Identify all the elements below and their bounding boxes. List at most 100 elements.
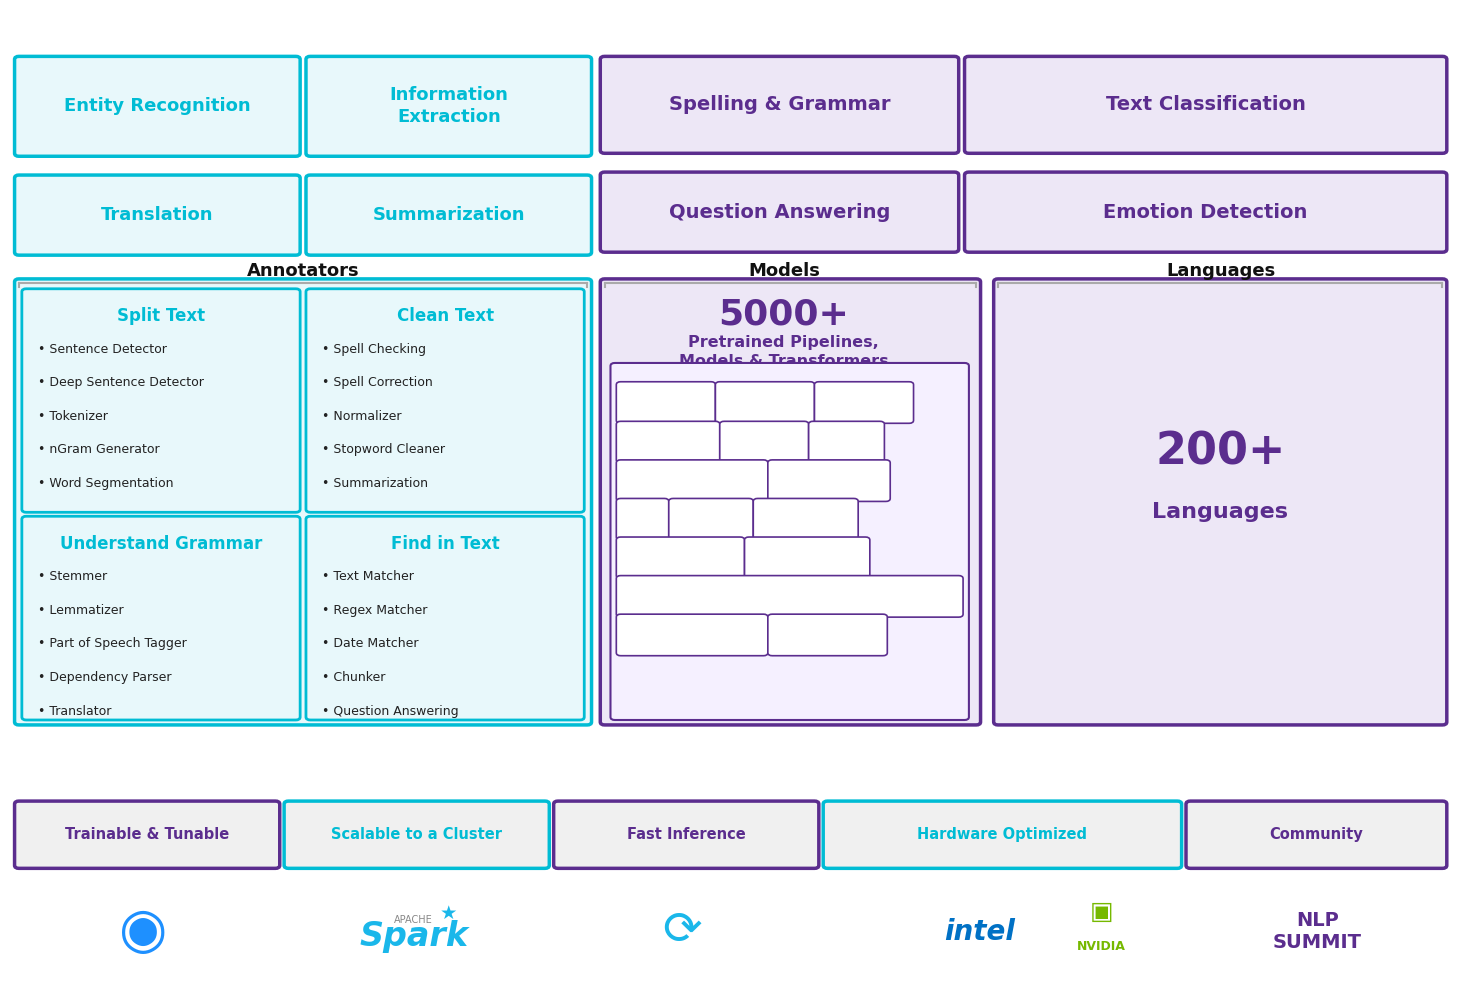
- FancyBboxPatch shape: [15, 175, 300, 255]
- Text: Hardware Optimized: Hardware Optimized: [918, 827, 1087, 843]
- Text: Understand Grammar: Understand Grammar: [60, 535, 262, 553]
- Text: Small BERT: Small BERT: [657, 474, 727, 488]
- Text: ⟳: ⟳: [661, 909, 702, 954]
- FancyBboxPatch shape: [768, 614, 887, 656]
- FancyBboxPatch shape: [753, 498, 858, 540]
- Text: Translation: Translation: [101, 206, 214, 225]
- FancyBboxPatch shape: [768, 460, 890, 501]
- Text: RoBERTa: RoBERTa: [781, 551, 833, 565]
- FancyBboxPatch shape: [994, 279, 1447, 725]
- FancyBboxPatch shape: [600, 172, 959, 252]
- Text: • Text Matcher: • Text Matcher: [322, 570, 414, 584]
- Text: LaBSE: LaBSE: [787, 512, 825, 526]
- FancyBboxPatch shape: [616, 537, 745, 579]
- Text: • Summarization: • Summarization: [322, 477, 428, 491]
- FancyBboxPatch shape: [22, 289, 300, 512]
- FancyBboxPatch shape: [965, 56, 1447, 153]
- Text: Clean Text: Clean Text: [396, 308, 494, 325]
- FancyBboxPatch shape: [715, 382, 814, 423]
- Text: Fast Inference: Fast Inference: [627, 827, 746, 843]
- Text: S-BERT: S-BERT: [670, 628, 714, 642]
- Text: • Word Segmentation: • Word Segmentation: [38, 477, 173, 491]
- Text: DistilBERT: DistilBERT: [648, 551, 712, 565]
- Text: • Question Answering: • Question Answering: [322, 704, 459, 718]
- FancyBboxPatch shape: [616, 498, 669, 540]
- Text: intel: intel: [944, 918, 1014, 945]
- Text: Pretrained Pipelines,
Models & Transformers: Pretrained Pipelines, Models & Transform…: [679, 334, 889, 370]
- Text: • Tokenizer: • Tokenizer: [38, 409, 108, 423]
- FancyBboxPatch shape: [306, 516, 584, 720]
- Text: XLING: XLING: [809, 628, 847, 642]
- Text: Models: Models: [747, 262, 820, 280]
- Text: • Spell Checking: • Spell Checking: [322, 342, 425, 356]
- Text: XLM-RoBERTa: XLM-RoBERTa: [747, 589, 832, 603]
- Text: • Stopword Cleaner: • Stopword Cleaner: [322, 443, 444, 457]
- FancyBboxPatch shape: [809, 421, 884, 463]
- Text: Summarization: Summarization: [373, 206, 525, 225]
- Text: • Translator: • Translator: [38, 704, 111, 718]
- Text: Information
Extraction: Information Extraction: [389, 86, 508, 127]
- Text: • Sentence Detector: • Sentence Detector: [38, 342, 166, 356]
- FancyBboxPatch shape: [616, 460, 768, 501]
- Text: • Chunker: • Chunker: [322, 671, 385, 684]
- FancyBboxPatch shape: [720, 421, 809, 463]
- FancyBboxPatch shape: [600, 279, 981, 725]
- Text: Scalable to a Cluster: Scalable to a Cluster: [331, 827, 503, 843]
- Text: ◉: ◉: [118, 905, 168, 958]
- Text: NMT: NMT: [696, 512, 726, 526]
- FancyBboxPatch shape: [669, 498, 753, 540]
- Text: APACHE: APACHE: [395, 915, 433, 925]
- Text: ▣: ▣: [1090, 900, 1113, 924]
- Text: 5000+: 5000+: [718, 298, 849, 331]
- Text: Annotators: Annotators: [246, 262, 360, 280]
- FancyBboxPatch shape: [610, 363, 969, 720]
- FancyBboxPatch shape: [814, 382, 914, 423]
- Text: • Part of Speech Tagger: • Part of Speech Tagger: [38, 637, 186, 651]
- Text: Spelling & Grammar: Spelling & Grammar: [669, 95, 890, 115]
- Text: Entity Recognition: Entity Recognition: [64, 97, 251, 116]
- FancyBboxPatch shape: [616, 576, 963, 617]
- FancyBboxPatch shape: [284, 801, 549, 868]
- Text: • Date Matcher: • Date Matcher: [322, 637, 418, 651]
- Text: • Spell Correction: • Spell Correction: [322, 376, 433, 390]
- Text: ELMO: ELMO: [747, 396, 782, 409]
- Text: • nGram Generator: • nGram Generator: [38, 443, 159, 457]
- Text: USE: USE: [833, 435, 860, 449]
- Text: ★: ★: [440, 904, 457, 924]
- Text: • Dependency Parser: • Dependency Parser: [38, 671, 172, 684]
- Text: ALBERT: ALBERT: [644, 435, 692, 449]
- Text: • Deep Sentence Detector: • Deep Sentence Detector: [38, 376, 204, 390]
- Text: Split Text: Split Text: [117, 308, 205, 325]
- FancyBboxPatch shape: [616, 421, 720, 463]
- FancyBboxPatch shape: [965, 172, 1447, 252]
- Text: NVIDIA: NVIDIA: [1077, 940, 1126, 953]
- Text: 200+: 200+: [1155, 431, 1285, 474]
- Text: XLNet: XLNet: [746, 435, 782, 449]
- Text: Languages: Languages: [1152, 501, 1288, 522]
- Text: Spark: Spark: [360, 920, 468, 953]
- Text: BERT: BERT: [650, 396, 682, 409]
- Text: Question Answering: Question Answering: [669, 203, 890, 222]
- Text: Community: Community: [1269, 827, 1364, 843]
- FancyBboxPatch shape: [745, 537, 870, 579]
- FancyBboxPatch shape: [600, 56, 959, 153]
- Text: • Normalizer: • Normalizer: [322, 409, 402, 423]
- FancyBboxPatch shape: [823, 801, 1182, 868]
- FancyBboxPatch shape: [306, 175, 592, 255]
- Text: T5: T5: [635, 512, 650, 526]
- FancyBboxPatch shape: [1186, 801, 1447, 868]
- Text: Text Classification: Text Classification: [1106, 95, 1305, 115]
- Text: Languages: Languages: [1167, 262, 1275, 280]
- Text: NLP
SUMMIT: NLP SUMMIT: [1272, 911, 1362, 952]
- FancyBboxPatch shape: [15, 801, 280, 868]
- Text: • Lemmatizer: • Lemmatizer: [38, 603, 124, 617]
- FancyBboxPatch shape: [22, 516, 300, 720]
- FancyBboxPatch shape: [306, 289, 584, 512]
- Text: Find in Text: Find in Text: [390, 535, 500, 553]
- FancyBboxPatch shape: [15, 56, 300, 156]
- Text: • Regex Matcher: • Regex Matcher: [322, 603, 427, 617]
- FancyBboxPatch shape: [616, 382, 715, 423]
- Text: • Stemmer: • Stemmer: [38, 570, 106, 584]
- Text: ELECTRA: ELECTRA: [801, 474, 857, 488]
- FancyBboxPatch shape: [15, 279, 592, 725]
